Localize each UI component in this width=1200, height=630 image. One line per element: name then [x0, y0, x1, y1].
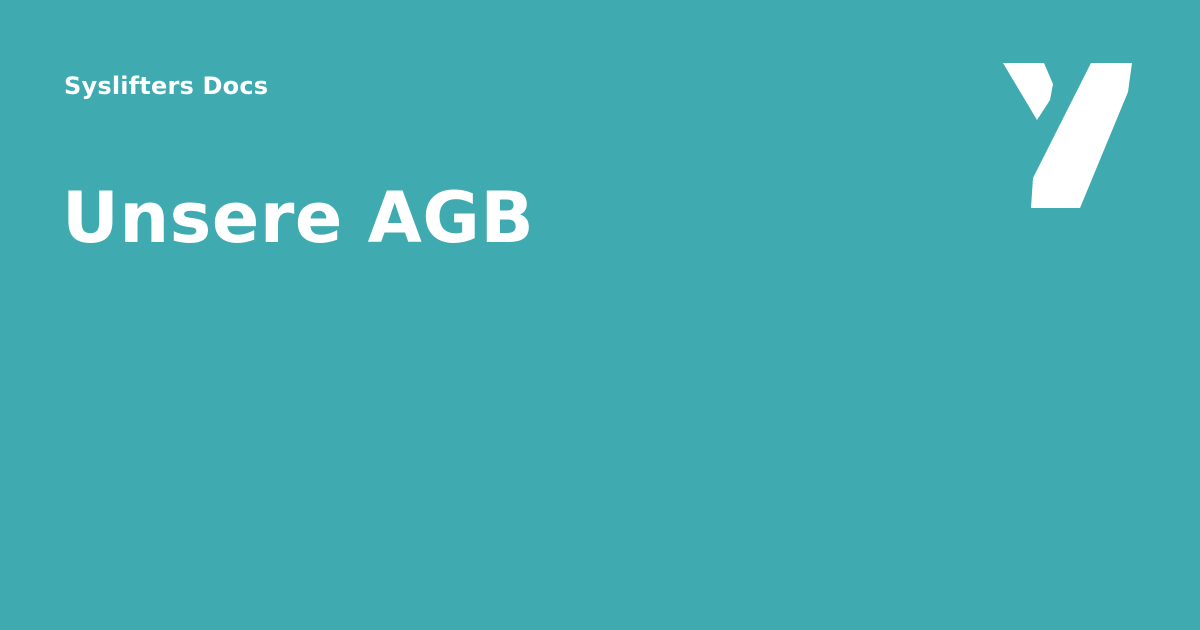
site-name: Syslifters Docs: [64, 72, 269, 100]
page-title: Unsere AGB: [62, 177, 535, 259]
syslifters-y-logo-icon: [1000, 60, 1134, 212]
